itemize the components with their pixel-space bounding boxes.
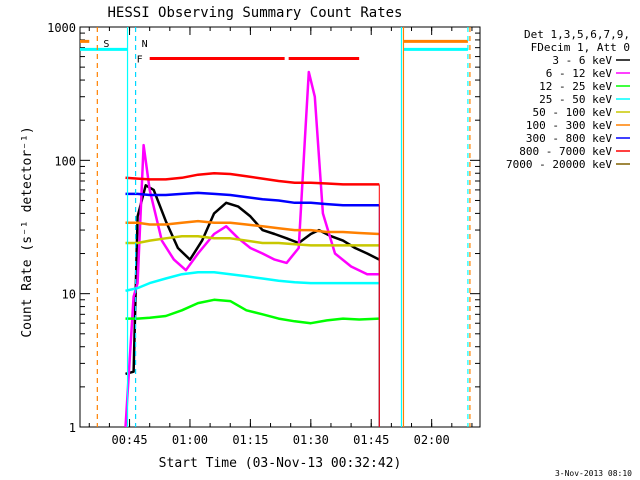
legend-label: 300 - 800 keV bbox=[526, 132, 612, 145]
marker-label: S bbox=[103, 39, 109, 50]
legend-label: 3 - 6 keV bbox=[552, 54, 612, 67]
data-series bbox=[124, 70, 380, 428]
legend-header: Det 1,3,5,6,7,9, bbox=[524, 28, 630, 41]
series-line bbox=[125, 172, 380, 186]
marker-label: N bbox=[142, 39, 148, 50]
legend-label: 25 - 50 keV bbox=[539, 93, 612, 106]
legend: Det 1,3,5,6,7,9,FDecim 1, Att 03 - 6 keV… bbox=[506, 28, 630, 171]
legend-label: 800 - 7000 keV bbox=[519, 145, 612, 158]
legend-label: 100 - 300 keV bbox=[526, 119, 612, 132]
series-line bbox=[125, 219, 380, 236]
y-tick-label: 100 bbox=[54, 154, 76, 168]
status-bands: F bbox=[80, 39, 468, 66]
x-tick-label: 01:00 bbox=[172, 433, 208, 447]
y-tick-label: 1000 bbox=[47, 21, 76, 35]
x-tick-label: 01:45 bbox=[353, 433, 389, 447]
series-line bbox=[124, 70, 380, 428]
axis-ticks: 00:45 01:00 01:15 01:30 01:45 02:00 1 10 100 1000 bbox=[47, 21, 480, 447]
y-tick-label: 10 bbox=[62, 288, 76, 302]
series-line bbox=[125, 298, 380, 325]
x-tick-label: 01:30 bbox=[293, 433, 329, 447]
series-line bbox=[125, 234, 380, 247]
legend-label: 50 - 100 keV bbox=[533, 106, 613, 119]
legend-label: 7000 - 20000 keV bbox=[506, 158, 612, 171]
flare-flag-label: F bbox=[137, 55, 143, 66]
legend-label: 12 - 25 keV bbox=[539, 80, 612, 93]
series-line bbox=[125, 270, 380, 293]
legend-label: 6 - 12 keV bbox=[546, 67, 613, 80]
x-tick-label: 02:00 bbox=[414, 433, 450, 447]
y-tick-label: 1 bbox=[69, 421, 76, 435]
chart-title: HESSI Observing Summary Count Rates bbox=[107, 5, 402, 21]
x-tick-label: 01:15 bbox=[232, 433, 268, 447]
series-line bbox=[125, 191, 380, 207]
series-line bbox=[125, 184, 380, 376]
legend-header: FDecim 1, Att 0 bbox=[531, 41, 630, 54]
x-axis-label: Start Time (03-Nov-13 00:32:42) bbox=[159, 456, 402, 471]
plot-frame bbox=[79, 26, 481, 428]
footer-timestamp: 3-Nov-2013 08:10 bbox=[555, 469, 632, 478]
x-tick-label: 00:45 bbox=[111, 433, 147, 447]
y-axis-label: Count Rate (s⁻¹ detector⁻¹) bbox=[20, 126, 35, 337]
